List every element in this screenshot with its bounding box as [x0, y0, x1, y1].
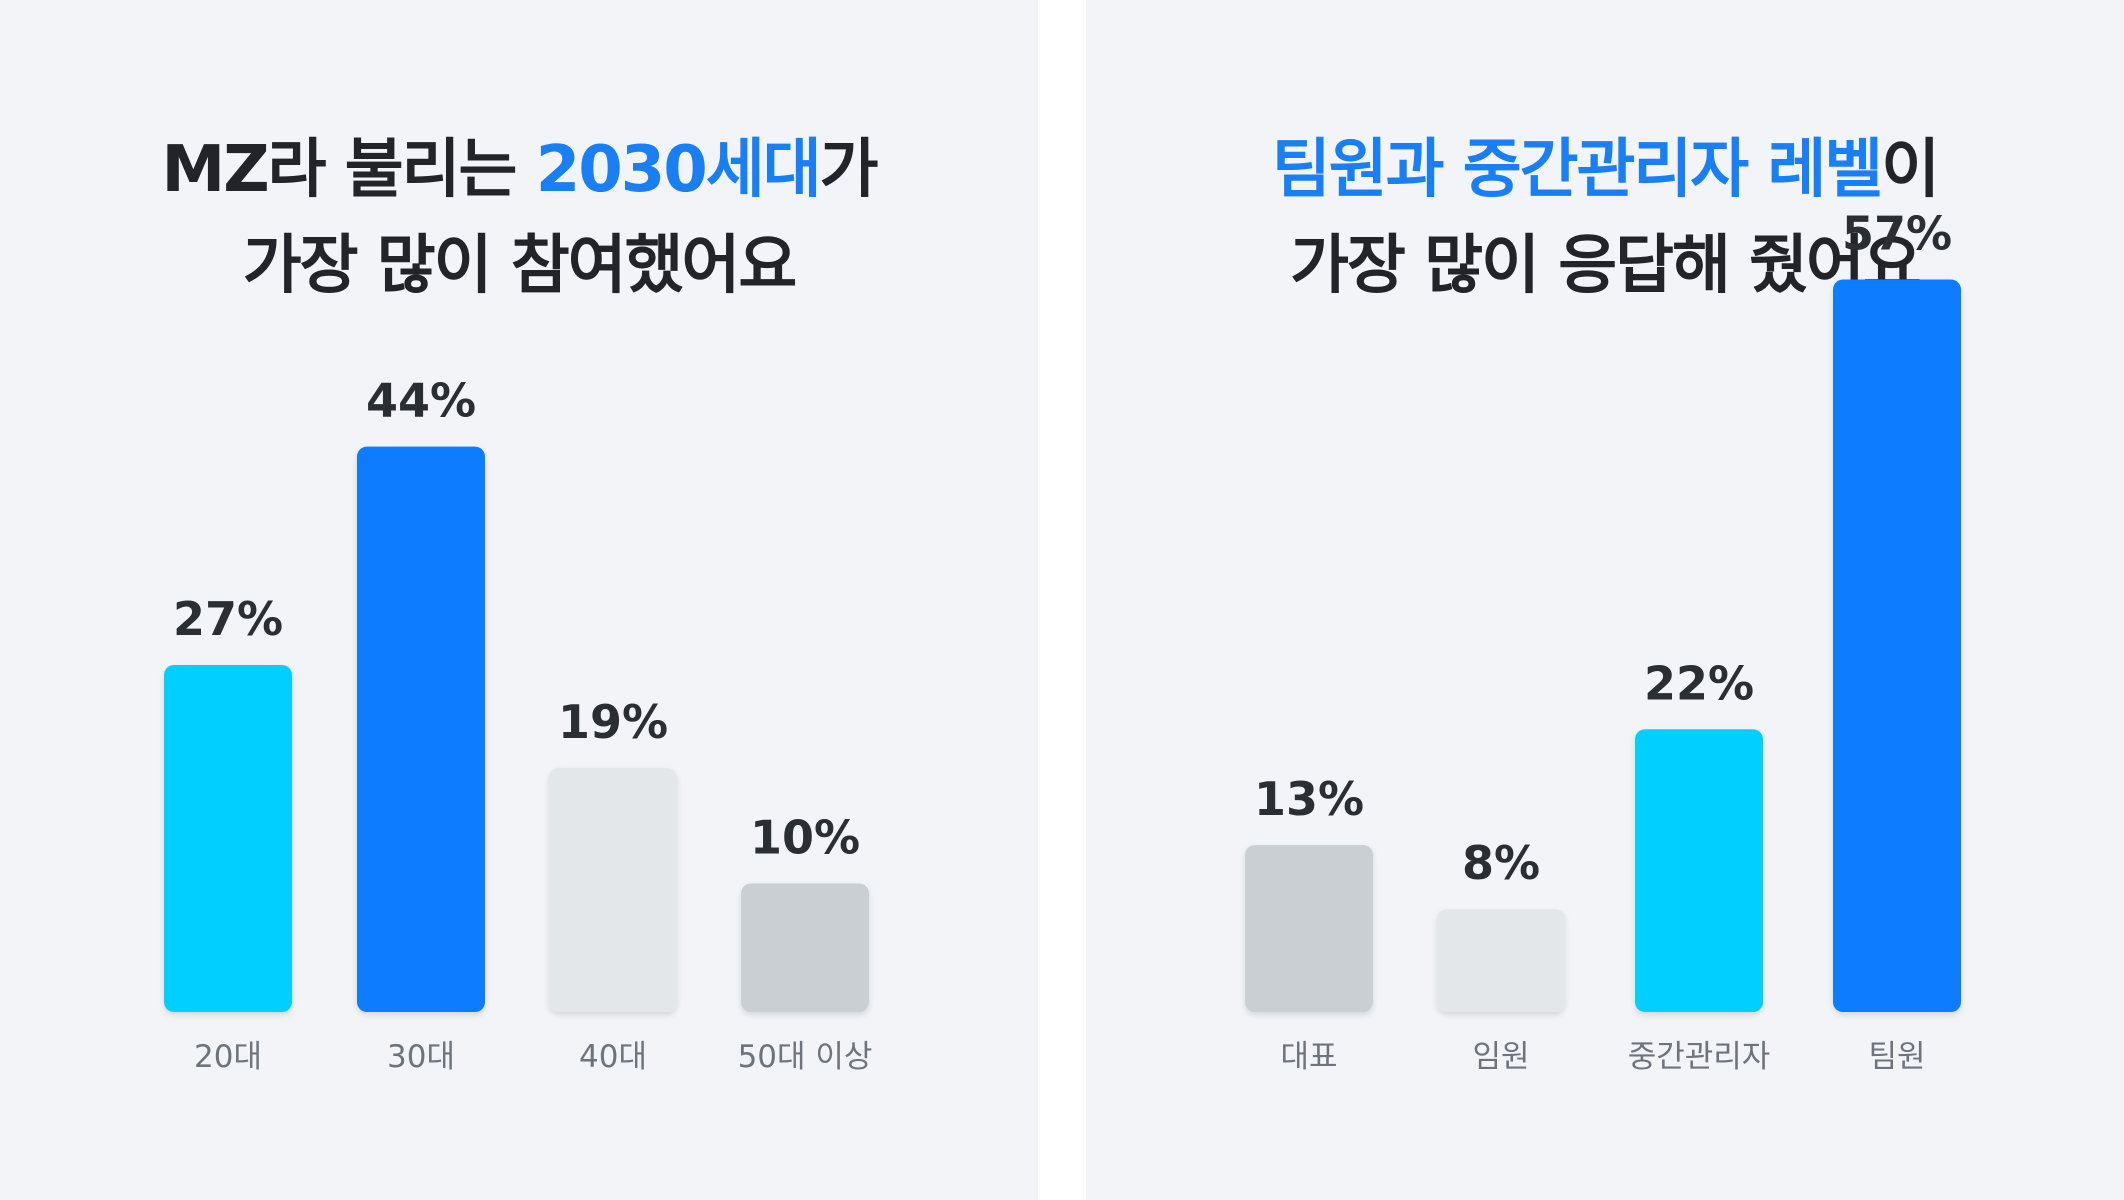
- left-category-label-1: 20대: [194, 1039, 262, 1075]
- right-title-highlight: 팀원과 중간관리자 레벨: [1271, 133, 1883, 207]
- right-value-label-3: 22%: [1644, 656, 1754, 710]
- right-bar-2: [1437, 909, 1565, 1012]
- left-value-label-1: 27%: [173, 592, 283, 646]
- right-title-text-b: 이: [1881, 133, 1940, 207]
- left-bar-3: [549, 767, 677, 1012]
- left-bar-4: [741, 883, 869, 1012]
- right-category-label-3: 중간관리자: [1628, 1039, 1771, 1075]
- left-chart-title: MZ라 불리는 2030세대가 가장 많이 참여했어요: [0, 122, 1038, 314]
- left-bar-chart: 27% 20대 44% 30대 19% 40대 10% 50대 이상: [164, 374, 873, 1075]
- right-category-label-2: 임원: [1472, 1039, 1529, 1075]
- right-category-label-1: 대표: [1280, 1039, 1337, 1075]
- right-value-label-2: 8%: [1462, 836, 1540, 890]
- right-value-label-1: 13%: [1254, 772, 1364, 826]
- left-category-label-3: 40대: [579, 1039, 647, 1075]
- left-value-label-3: 19%: [558, 695, 668, 749]
- left-value-label-4: 10%: [750, 811, 860, 865]
- right-bar-3: [1635, 729, 1763, 1012]
- left-title-line1: MZ라 불리는 2030세대가: [0, 122, 1038, 218]
- left-bar-1: [164, 665, 292, 1012]
- right-value-label-4: 57%: [1842, 207, 1952, 261]
- left-value-label-2: 44%: [366, 374, 476, 428]
- left-category-label-2: 30대: [387, 1039, 455, 1075]
- left-panel: MZ라 불리는 2030세대가 가장 많이 참여했어요 27% 20대 44% 30대…: [0, 0, 1038, 1200]
- right-title-line2: 가장 많이 응답해 줬어요: [1290, 229, 1922, 303]
- left-category-label-4: 50대 이상: [738, 1039, 873, 1075]
- left-title-text-a: MZ라 불리는: [161, 133, 536, 207]
- right-title-line1: 팀원과 중간관리자 레벨이: [1086, 122, 2124, 218]
- left-title-highlight: 2030세대: [535, 133, 822, 207]
- left-title-line2: 가장 많이 참여했어요: [242, 229, 797, 303]
- left-bar-2: [357, 446, 485, 1013]
- right-panel: 팀원과 중간관리자 레벨이 가장 많이 응답해 줬어요 13% 대표 8% 임원 22%…: [1086, 0, 2124, 1200]
- right-chart-title: 팀원과 중간관리자 레벨이 가장 많이 응답해 줬어요: [1086, 122, 2124, 314]
- right-bar-chart: 13% 대표 8% 임원 22% 중간관리자 57% 팀원: [1245, 207, 1961, 1075]
- right-bar-1: [1245, 844, 1373, 1012]
- right-bar-4: [1833, 279, 1961, 1012]
- left-title-text-b: 가: [819, 133, 879, 207]
- right-category-label-4: 팀원: [1868, 1039, 1925, 1075]
